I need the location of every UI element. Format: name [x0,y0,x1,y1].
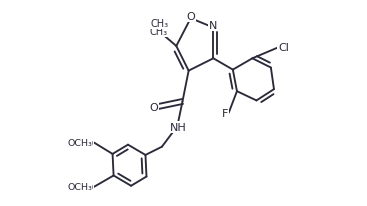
Text: CH₃: CH₃ [151,19,169,29]
Text: O: O [85,138,93,148]
Text: OCH₃: OCH₃ [67,138,92,147]
Text: N: N [209,21,218,31]
Text: NH: NH [170,123,187,132]
Text: O: O [186,12,195,22]
Text: OCH₃: OCH₃ [67,183,92,191]
Text: O: O [85,182,93,192]
Text: CH₃: CH₃ [150,27,168,37]
Text: Cl: Cl [278,43,289,53]
Text: F: F [221,108,228,118]
Text: O: O [149,102,158,112]
